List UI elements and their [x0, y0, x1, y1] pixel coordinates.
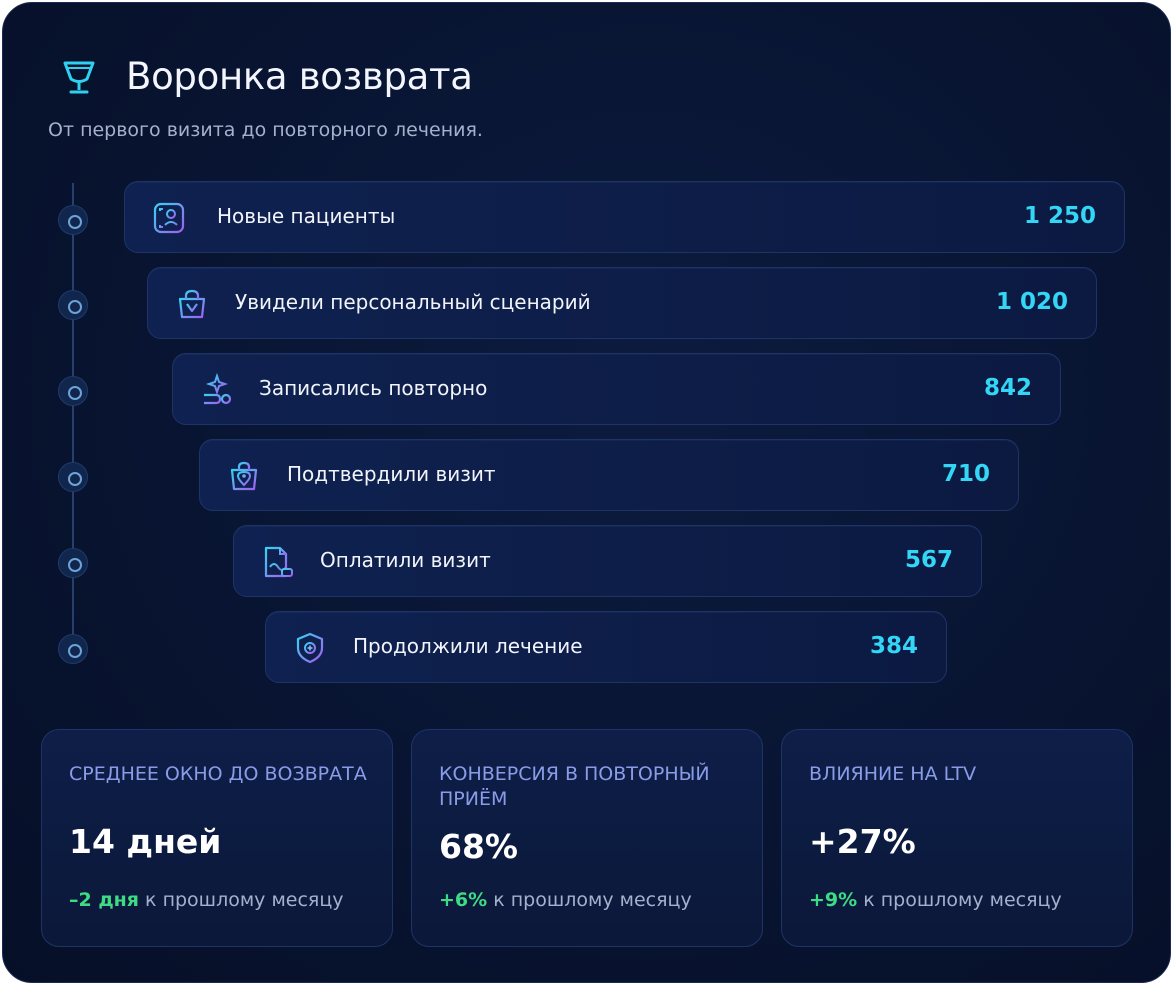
kpi-label: Конверсия в повторный приём — [439, 763, 710, 810]
timeline-dot — [58, 290, 88, 320]
kpi-delta-value: +6% — [439, 889, 488, 911]
timeline-dot — [58, 462, 88, 492]
kpi-label: Среднее окно до возврата — [69, 763, 367, 785]
kpi-value: +27% — [809, 822, 916, 861]
stage-value: 1 020 — [995, 289, 1068, 315]
stage-label: Новые пациенты — [217, 204, 396, 228]
stage-value: 1 250 — [1023, 203, 1096, 229]
kpi-delta-text: к прошлому месяцу — [139, 889, 344, 911]
shopping-bag-icon — [178, 289, 206, 319]
payment-document-icon — [264, 546, 293, 578]
stage-value: 567 — [904, 547, 953, 573]
stage-label: Записались повторно — [259, 376, 488, 400]
kpi-delta: –2 дня к прошлому месяцу — [69, 889, 344, 911]
kpi-value: 68% — [439, 827, 518, 866]
timeline-dot — [58, 205, 88, 235]
kpi-card-conversion: Конверсия в повторный приём 68% +6% к пр… — [411, 729, 763, 947]
location-bag-icon — [230, 461, 258, 491]
kpi-delta-value: –2 дня — [69, 889, 140, 911]
stage-value: 710 — [941, 461, 990, 487]
kpi-card-return-window: Среднее окно до возврата 14 дней –2 дня … — [41, 729, 393, 947]
page-title: Воронка возврата — [126, 55, 473, 98]
stage-label: Продолжили лечение — [353, 634, 583, 658]
timeline-line — [72, 183, 74, 663]
rebook-icon — [204, 373, 232, 405]
stage-label: Увидели персональный сценарий — [235, 290, 591, 314]
funnel-stage[interactable]: Оплатили визит 567 — [233, 525, 982, 597]
kpi-delta-text: к прошлому месяцу — [487, 889, 692, 911]
funnel-stage[interactable]: Записались повторно 842 — [172, 353, 1061, 425]
stage-label: Подтвердили визит — [287, 462, 496, 486]
page-subtitle: От первого визита до повторного лечения. — [48, 119, 483, 141]
kpi-card-ltv: Влияние на LTV +27% +9% к прошлому месяц… — [781, 729, 1133, 947]
kpi-delta-text: к прошлому месяцу — [857, 889, 1062, 911]
stage-value: 842 — [983, 375, 1032, 401]
funnel-stage[interactable]: Продолжили лечение 384 — [265, 611, 947, 683]
funnel-stage[interactable]: Увидели персональный сценарий 1 020 — [147, 267, 1097, 339]
timeline-dot — [58, 634, 88, 664]
trophy-icon — [63, 61, 95, 94]
kpi-delta: +6% к прошлому месяцу — [439, 889, 692, 911]
kpi-delta: +9% к прошлому месяцу — [809, 889, 1062, 911]
timeline-dot — [58, 376, 88, 406]
timeline-dot — [58, 548, 88, 578]
kpi-delta-value: +9% — [809, 889, 858, 911]
kpi-value: 14 дней — [69, 822, 222, 861]
user-card-icon — [153, 202, 185, 234]
funnel-stage[interactable]: Подтвердили визит 710 — [199, 439, 1019, 511]
stage-label: Оплатили визит — [320, 548, 491, 572]
medical-shield-icon — [296, 632, 324, 664]
kpi-label: Влияние на LTV — [809, 763, 977, 785]
funnel-stage[interactable]: Новые пациенты 1 250 — [124, 181, 1125, 253]
stage-value: 384 — [869, 633, 918, 659]
